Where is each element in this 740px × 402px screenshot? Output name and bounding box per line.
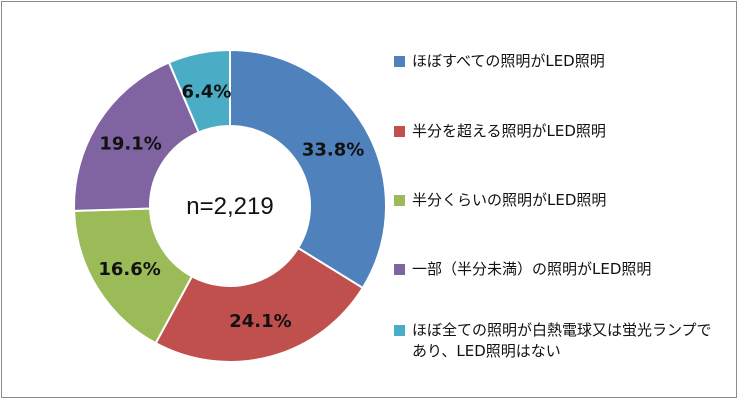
donut-slice [73, 61, 201, 212]
legend-swatch [394, 325, 405, 336]
legend-item: 半分くらいの照明がLED照明 [394, 190, 712, 211]
slice-percent-label: 16.6% [98, 259, 160, 280]
legend-label: 半分くらいの照明がLED照明 [412, 191, 607, 209]
slice-percent-label: 19.1% [99, 133, 161, 154]
center-label: n=2,219 [186, 193, 273, 220]
legend-item: 半分を超える照明がLED照明 [394, 121, 712, 142]
legend-swatch [394, 264, 405, 275]
legend-label: 一部（半分未満）の照明がLED照明 [412, 260, 652, 278]
legend-item: ほぼ全ての照明が白熱電球又は蛍光ランプであり、LED照明はない [394, 320, 712, 362]
donut-slices [73, 48, 387, 363]
legend-item: 一部（半分未満）の照明がLED照明 [394, 259, 712, 280]
donut-chart: 33.8% 24.1% 16.6% 19.1% 6.4% n=2,219 [73, 48, 387, 363]
legend-swatch [394, 126, 405, 137]
slice-percent-label: 24.1% [229, 311, 291, 332]
slice-percent-label: 33.8% [302, 140, 364, 161]
donut-slice [229, 48, 387, 290]
legend-label: ほぼすべての照明がLED照明 [412, 52, 605, 70]
legend-swatch [394, 195, 405, 206]
slice-percent-label: 6.4% [181, 81, 231, 102]
percent-labels: 33.8% 24.1% 16.6% 19.1% 6.4% [98, 81, 364, 332]
legend-item: ほぼすべての照明がLED照明 [394, 51, 712, 72]
legend-label: ほぼ全ての照明が白熱電球又は蛍光ランプであり、LED照明はない [412, 321, 712, 360]
donut-slice [154, 246, 365, 363]
legend: ほぼすべての照明がLED照明 半分を超える照明がLED照明 半分くらいの照明がL… [394, 2, 734, 397]
legend-label: 半分を超える照明がLED照明 [412, 122, 606, 140]
donut-slice [167, 48, 231, 134]
legend-swatch [394, 56, 405, 67]
